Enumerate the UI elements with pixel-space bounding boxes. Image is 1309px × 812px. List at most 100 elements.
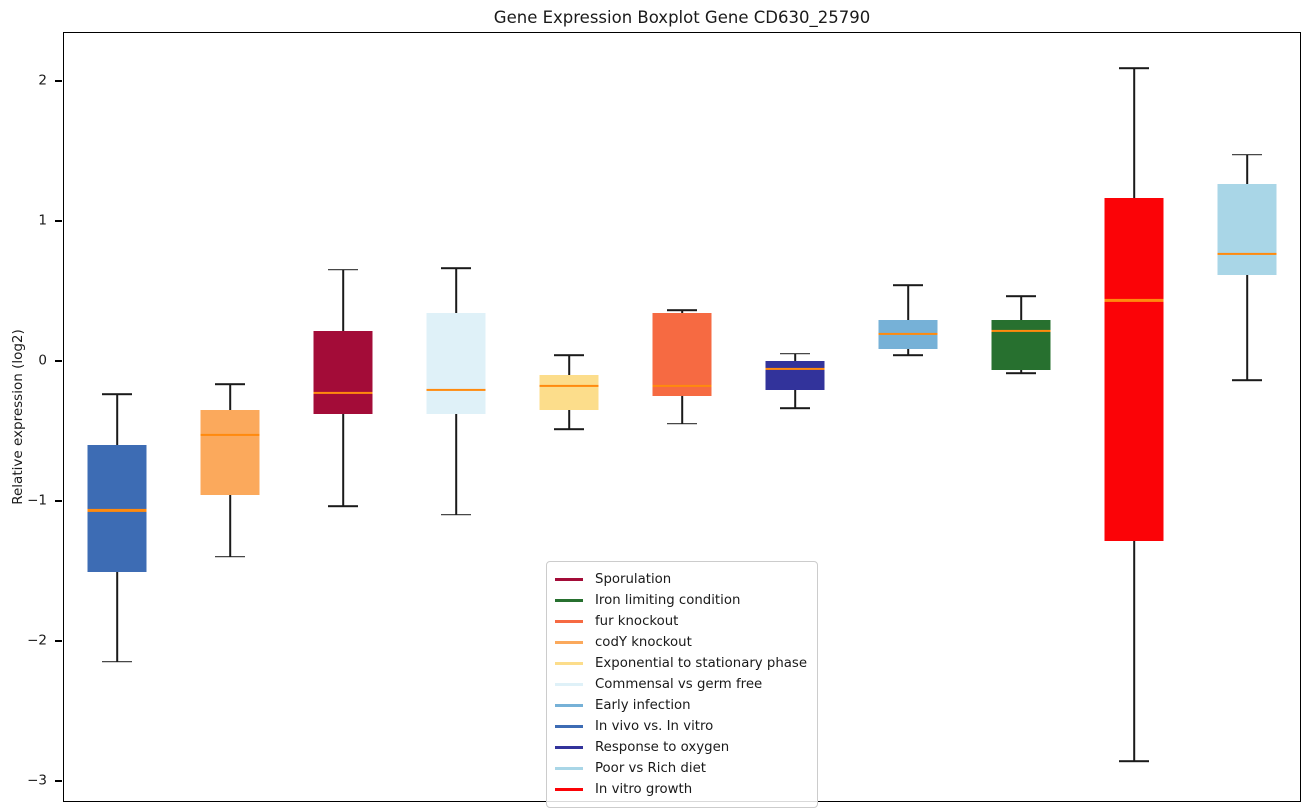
y-tick-mark	[55, 220, 62, 222]
whisker-cap-top	[441, 267, 471, 269]
whisker-cap-bottom	[554, 428, 584, 430]
whisker-cap-bottom	[667, 422, 697, 425]
whisker-cap-bottom	[780, 407, 810, 409]
legend: Sporulation Iron limiting condition fur kn…	[546, 561, 818, 808]
y-tick-mark	[55, 640, 62, 642]
whisker-cap-top	[1119, 67, 1149, 69]
legend-item: Sporulation	[555, 569, 807, 590]
whisker-upper	[342, 269, 344, 332]
whisker-cap-bottom	[1006, 372, 1036, 374]
legend-item-label: In vivo vs. In vitro	[595, 719, 714, 734]
box-rect	[1104, 198, 1164, 542]
whisker-cap-top	[554, 354, 584, 356]
legend-item-label: Exponential to stationary phase	[595, 656, 808, 671]
median-line	[87, 509, 147, 512]
legend-item-label: Response to oxygen	[595, 740, 730, 755]
whisker-lower	[116, 572, 118, 662]
legend-item-label: Iron limiting condition	[595, 593, 741, 608]
whisker-cap-top	[667, 309, 697, 311]
legend-swatch-line	[555, 788, 583, 791]
chart-title: Gene Expression Boxplot Gene CD630_25790	[493, 8, 871, 27]
legend-item: Poor vs Rich diet	[555, 758, 807, 779]
legend-item-label: Poor vs Rich diet	[595, 761, 706, 776]
box-rect	[765, 360, 825, 390]
whisker-upper	[794, 353, 796, 361]
median-line	[765, 367, 825, 371]
legend-item: Commensal vs germ free	[555, 674, 807, 695]
legend-item: Early infection	[555, 695, 807, 716]
y-tick-mark	[55, 360, 62, 362]
whisker-lower	[1246, 275, 1248, 381]
whisker-cap-bottom	[102, 660, 132, 663]
legend-swatch-line	[555, 662, 583, 665]
median-line	[652, 384, 712, 387]
legend-item: Response to oxygen	[555, 737, 807, 758]
whisker-cap-top	[780, 352, 810, 355]
box-rect	[87, 444, 147, 572]
legend-item-label: Sporulation	[595, 572, 672, 587]
whisker-lower	[794, 390, 796, 409]
legend-swatch-line	[555, 599, 583, 602]
whisker-lower	[1020, 370, 1022, 374]
legend-swatch-line	[555, 683, 583, 686]
whisker-lower	[342, 413, 344, 507]
median-line	[878, 332, 938, 336]
box-rect	[652, 313, 712, 396]
legend-item: Exponential to stationary phase	[555, 653, 807, 674]
legend-swatch-line	[555, 746, 583, 749]
legend-swatch-line	[555, 578, 583, 581]
whisker-upper	[229, 384, 231, 410]
y-tick-label: 0	[38, 352, 47, 369]
legend-swatch-line	[555, 641, 583, 644]
y-tick-mark	[55, 500, 62, 502]
y-tick-mark	[55, 780, 62, 782]
whisker-cap-bottom	[328, 505, 358, 507]
whisker-upper	[568, 355, 570, 375]
median-line	[991, 330, 1051, 333]
y-tick-label: −2	[27, 632, 47, 649]
median-line	[200, 433, 260, 436]
whisker-cap-top	[893, 284, 923, 286]
y-tick-mark	[55, 80, 62, 82]
legend-item: In vivo vs. In vitro	[555, 716, 807, 737]
median-line	[1104, 299, 1164, 302]
legend-item-label: In vitro growth	[595, 782, 693, 797]
whisker-upper	[1133, 68, 1135, 199]
whisker-upper	[1020, 296, 1022, 320]
box-rect	[313, 331, 373, 414]
whisker-cap-bottom	[1119, 760, 1149, 762]
median-line	[313, 391, 373, 394]
whisker-cap-top	[1232, 154, 1262, 156]
whisker-lower	[229, 495, 231, 557]
whisker-upper	[907, 285, 909, 320]
whisker-cap-top	[328, 268, 358, 271]
median-line	[1217, 253, 1277, 256]
whisker-upper	[116, 394, 118, 445]
legend-swatch-line	[555, 704, 583, 707]
legend-swatch-line	[555, 767, 583, 770]
y-axis-label: Relative expression (log2)	[10, 329, 26, 505]
legend-item-label: codY knockout	[595, 635, 692, 650]
whisker-upper	[1246, 154, 1248, 185]
y-tick-label: −1	[27, 492, 47, 509]
legend-item: In vitro growth	[555, 779, 807, 800]
whisker-lower	[1133, 541, 1135, 761]
y-tick-label: 1	[38, 212, 47, 229]
median-line	[539, 384, 599, 387]
whisker-cap-top	[1006, 295, 1036, 297]
box-rect	[1217, 184, 1277, 276]
whisker-lower	[681, 395, 683, 424]
whisker-cap-bottom	[1232, 379, 1262, 381]
whisker-upper	[681, 310, 683, 313]
legend-item-label: Commensal vs germ free	[595, 677, 763, 692]
box-rect	[426, 313, 486, 414]
legend-item: fur knockout	[555, 611, 807, 632]
legend-item-label: fur knockout	[595, 614, 679, 629]
legend-item: codY knockout	[555, 632, 807, 653]
whisker-lower	[455, 413, 457, 515]
whisker-cap-bottom	[893, 354, 923, 356]
legend-item: Iron limiting condition	[555, 590, 807, 611]
y-tick-label: −3	[27, 772, 47, 789]
box-rect	[200, 409, 260, 495]
